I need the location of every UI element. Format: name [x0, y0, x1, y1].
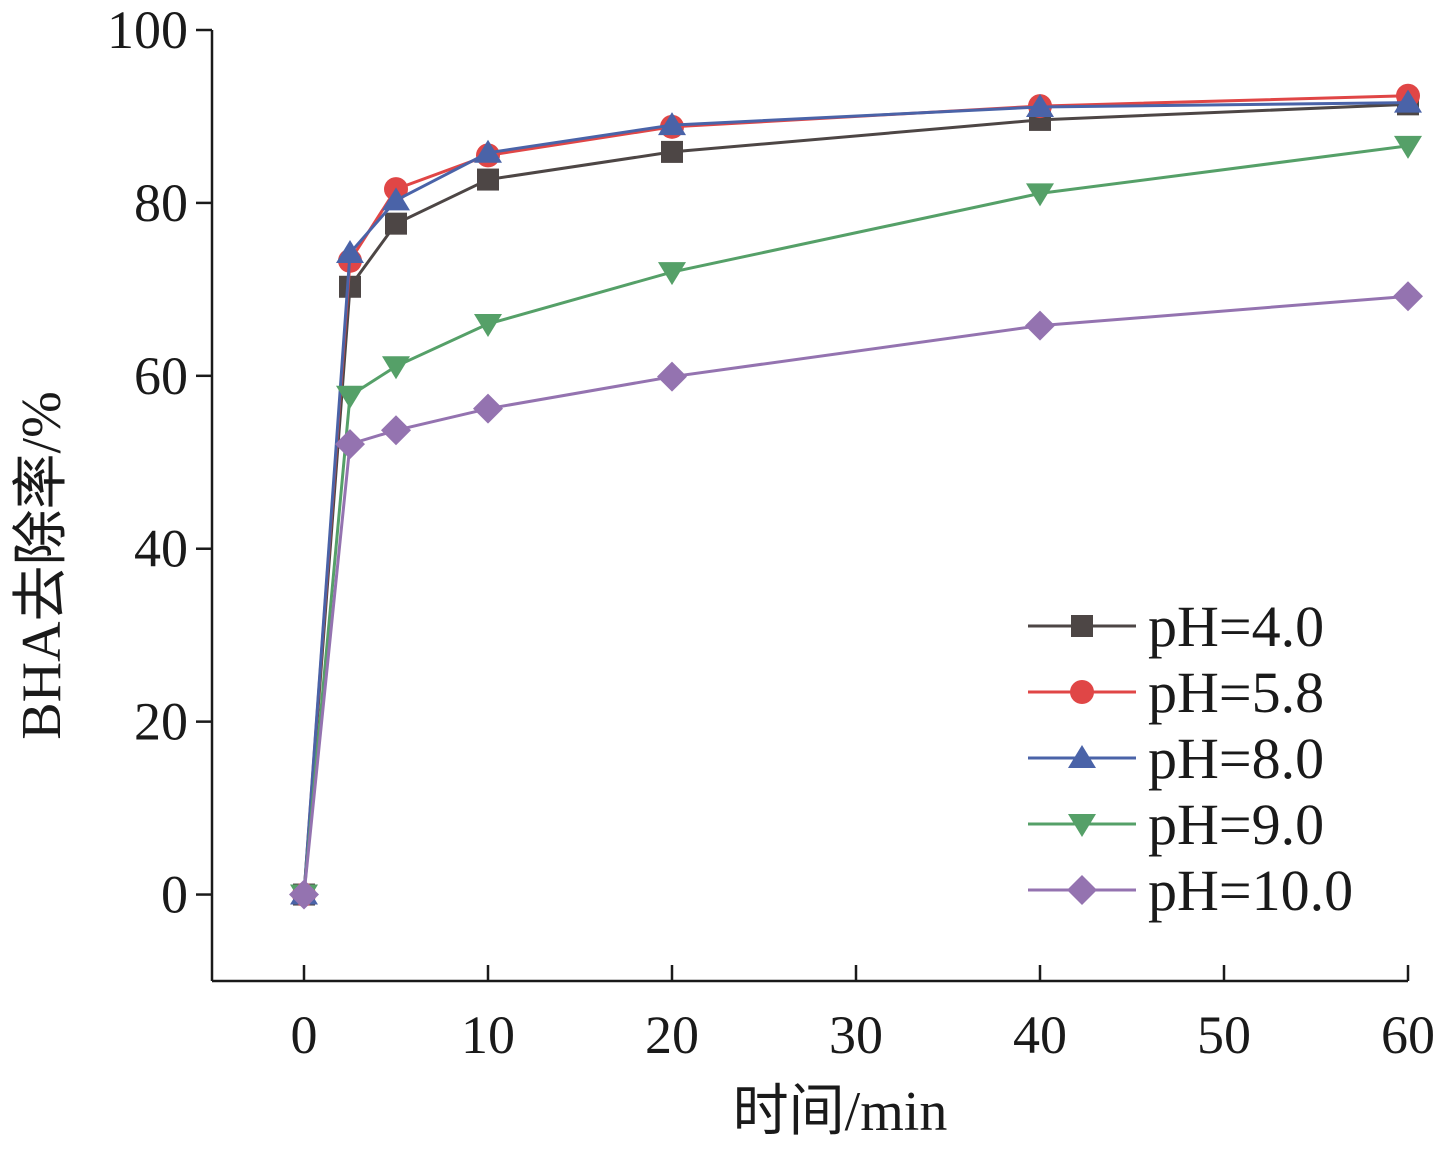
x-tick-label-0: 0 — [291, 1005, 318, 1065]
y-axis-title: BHA去除率/% — [11, 391, 73, 739]
data-point-pH=10.0-5 — [381, 415, 411, 446]
y-tick-label-60: 60 — [134, 346, 188, 406]
data-point-pH=9.0-20 — [658, 262, 686, 286]
y-tick-label-100: 100 — [107, 0, 188, 60]
data-point-pH=8.0-5 — [382, 187, 410, 211]
data-point-pH=4.0-2.5 — [339, 275, 361, 298]
data-point-pH=9.0-40 — [1026, 183, 1054, 207]
data-point-pH=9.0-5 — [382, 356, 410, 380]
legend-marker-pH=8.0 — [1068, 745, 1096, 768]
legend-item-pH=5.8: pH=5.8 — [1028, 660, 1324, 725]
legend-label-pH=5.8: pH=5.8 — [1148, 660, 1324, 725]
x-tick-label-30: 30 — [829, 1005, 883, 1065]
data-point-pH=9.0-10 — [474, 313, 502, 337]
data-point-pH=10.0-10 — [473, 393, 503, 424]
x-tick-label-60: 60 — [1381, 1005, 1435, 1065]
series-layer — [289, 83, 1423, 910]
y-tick-label-40: 40 — [134, 519, 188, 579]
data-point-pH=4.0-20 — [661, 140, 683, 163]
data-point-pH=9.0-2.5 — [336, 385, 364, 409]
legend-marker-pH=4.0 — [1071, 615, 1093, 637]
x-axis-title: 时间/min — [733, 1081, 948, 1143]
legend-item-pH=4.0: pH=4.0 — [1028, 594, 1324, 659]
data-point-pH=10.0-20 — [657, 361, 687, 392]
legend-item-pH=8.0: pH=8.0 — [1028, 726, 1324, 791]
legend-label-pH=10.0: pH=10.0 — [1148, 858, 1353, 923]
data-point-pH=10.0-40 — [1025, 310, 1055, 341]
y-tick-label-20: 20 — [134, 692, 188, 752]
x-tick-label-50: 50 — [1197, 1005, 1251, 1065]
legend-marker-pH=10.0 — [1067, 875, 1097, 905]
data-point-pH=8.0-40 — [1026, 93, 1054, 117]
data-point-pH=8.0-2.5 — [336, 240, 364, 264]
data-point-pH=4.0-5 — [385, 212, 407, 235]
legend-marker-pH=5.8 — [1070, 680, 1094, 704]
data-point-pH=8.0-60 — [1394, 89, 1422, 113]
data-point-pH=4.0-10 — [477, 168, 499, 191]
x-tick-label-10: 10 — [461, 1005, 515, 1065]
legend: pH=4.0pH=5.8pH=8.0pH=9.0pH=10.0 — [1028, 594, 1353, 923]
legend-item-pH=10.0: pH=10.0 — [1028, 858, 1353, 923]
legend-marker-pH=9.0 — [1068, 814, 1096, 837]
data-point-pH=9.0-60 — [1394, 135, 1422, 159]
data-point-pH=8.0-20 — [658, 112, 686, 136]
data-point-pH=10.0-60 — [1393, 281, 1423, 312]
data-point-pH=10.0-2.5 — [335, 429, 365, 460]
legend-item-pH=9.0: pH=9.0 — [1028, 792, 1324, 857]
y-tick-label-80: 80 — [134, 173, 188, 233]
series-pH=8.0 — [290, 89, 1422, 905]
y-tick-label-0: 0 — [161, 865, 188, 925]
data-point-pH=10.0-0 — [289, 879, 319, 910]
legend-label-pH=8.0: pH=8.0 — [1148, 726, 1324, 791]
legend-label-pH=9.0: pH=9.0 — [1148, 792, 1324, 857]
series-pH=10.0 — [289, 281, 1423, 910]
x-tick-label-40: 40 — [1013, 1005, 1067, 1065]
axes: 0 20 40 60 80 100 0 10 20 30 40 50 60 — [107, 0, 1435, 1065]
x-tick-label-20: 20 — [645, 1005, 699, 1065]
legend-label-pH=4.0: pH=4.0 — [1148, 594, 1324, 659]
data-point-pH=8.0-10 — [474, 139, 502, 163]
